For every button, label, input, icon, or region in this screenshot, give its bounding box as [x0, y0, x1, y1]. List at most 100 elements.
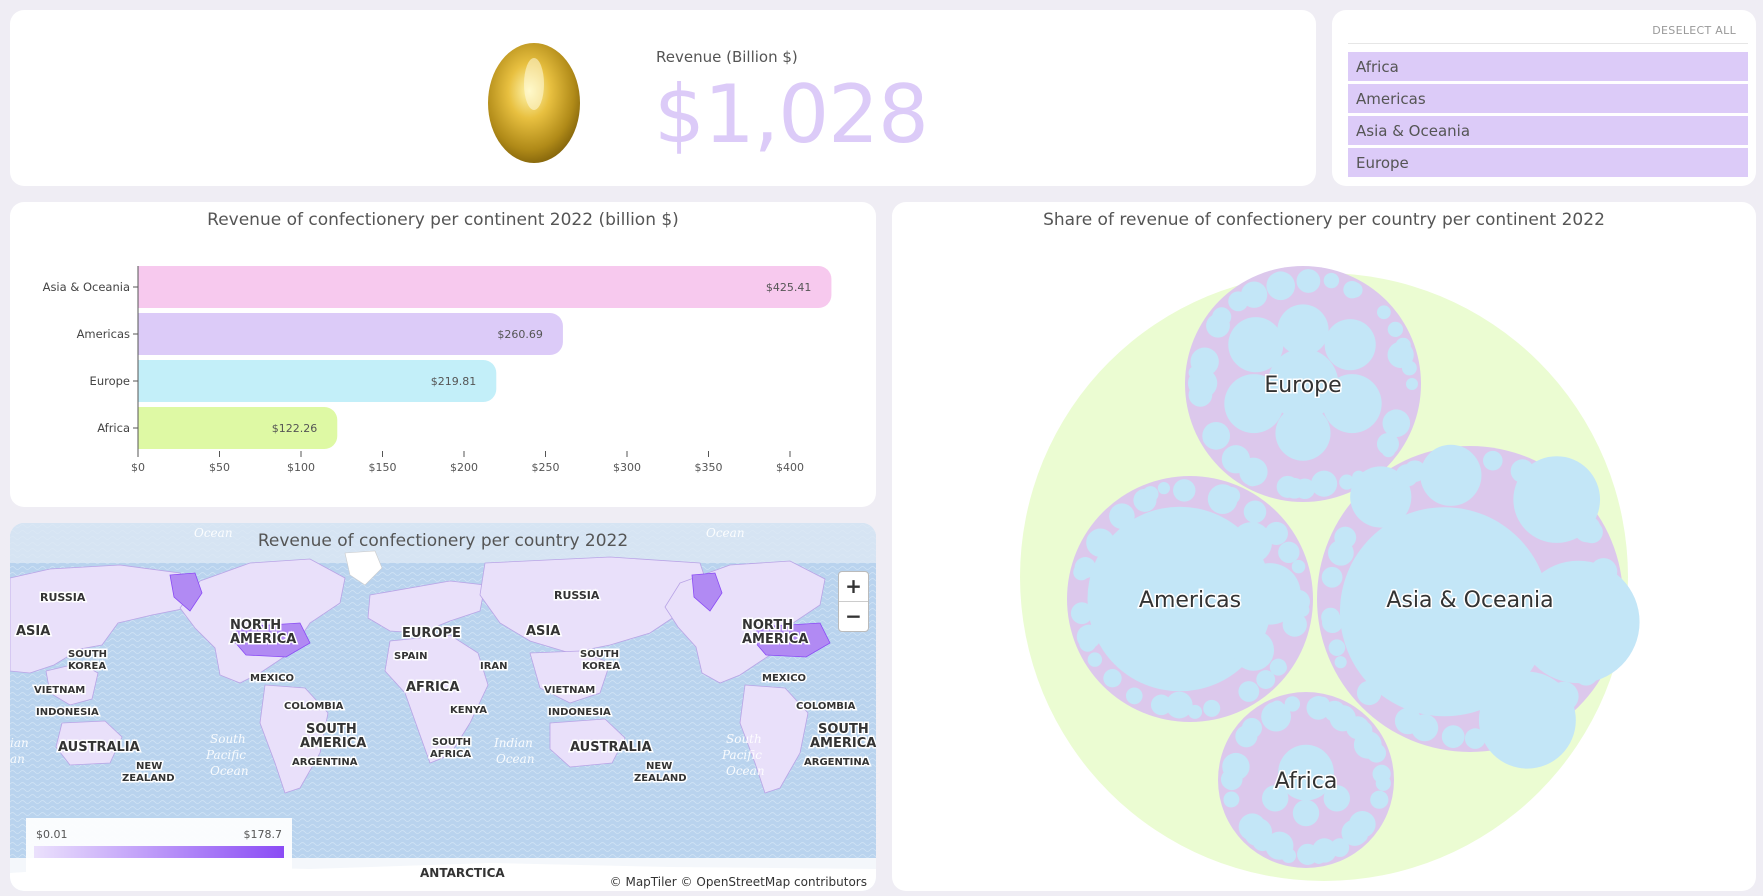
- pack-small-leaf-1-5[interactable]: [1238, 681, 1260, 702]
- filter-item-africa[interactable]: Africa: [1348, 52, 1748, 81]
- pack-small-leaf-2-11[interactable]: [1394, 707, 1422, 735]
- pack-small-leaf-0-17[interactable]: [1188, 368, 1218, 398]
- pack-small-leaf-2-3[interactable]: [1574, 661, 1599, 686]
- bar-1[interactable]: [138, 313, 563, 355]
- pack-small-leaf-3-15[interactable]: [1223, 791, 1240, 808]
- pack-small-leaf-1-9[interactable]: [1150, 694, 1172, 716]
- filter-item-asia-oceania[interactable]: Asia & Oceania: [1348, 116, 1748, 145]
- pack-leaf-circle-1-0[interactable]: [1087, 506, 1273, 692]
- pack-small-leaf-2-33[interactable]: [1590, 582, 1620, 613]
- pack-small-leaf-1-4[interactable]: [1256, 670, 1276, 690]
- pack-small-leaf-1-25[interactable]: [1173, 479, 1196, 502]
- pack-small-leaf-2-5[interactable]: [1549, 706, 1563, 721]
- pack-small-leaf-3-32[interactable]: [1366, 743, 1387, 763]
- pack-small-leaf-2-27[interactable]: [1518, 459, 1532, 474]
- pack-small-leaf-3-21[interactable]: [1241, 718, 1262, 739]
- pack-leaf-circle-0-6[interactable]: [1277, 304, 1329, 356]
- pack-leaf-circle-0-3[interactable]: [1322, 374, 1382, 434]
- pack-small-leaf-3-24[interactable]: [1284, 696, 1301, 712]
- pack-small-leaf-1-28[interactable]: [1243, 500, 1267, 524]
- pack-small-leaf-3-23[interactable]: [1261, 701, 1291, 732]
- pack-small-leaf-0-24[interactable]: [1272, 271, 1289, 289]
- pack-leaf-circle-1-2[interactable]: [1231, 522, 1272, 564]
- pack-small-leaf-0-1[interactable]: [1382, 409, 1411, 437]
- pack-small-leaf-3-13[interactable]: [1238, 813, 1266, 841]
- circle-pack-chart[interactable]: Europe Americas Asia & Oceania Africa: [892, 202, 1756, 891]
- pack-small-leaf-1-1[interactable]: [1282, 612, 1307, 637]
- pack-small-leaf-2-29[interactable]: [1566, 493, 1581, 507]
- zoom-in-button[interactable]: +: [839, 572, 868, 602]
- pack-leaf-circle-3-3[interactable]: [1292, 799, 1320, 827]
- pack-small-leaf-2-4[interactable]: [1549, 681, 1579, 712]
- pack-small-leaf-0-28[interactable]: [1343, 280, 1361, 299]
- pack-small-leaf-3-8[interactable]: [1297, 843, 1319, 865]
- bar-2[interactable]: [138, 360, 497, 402]
- pack-small-leaf-3-4[interactable]: [1353, 827, 1368, 843]
- pack-small-leaf-1-13[interactable]: [1087, 652, 1103, 667]
- map-attribution[interactable]: © MapTiler © OpenStreetMap contributors: [606, 875, 870, 889]
- pack-small-leaf-1-33[interactable]: [1295, 603, 1310, 617]
- pack-small-leaf-2-1[interactable]: [1596, 640, 1612, 656]
- pack-small-leaf-2-25[interactable]: [1483, 450, 1503, 471]
- pack-small-leaf-0-6[interactable]: [1311, 470, 1338, 497]
- pack-small-leaf-0-3[interactable]: [1376, 432, 1399, 455]
- pack-small-leaf-2-7[interactable]: [1493, 723, 1515, 745]
- pack-small-leaf-3-33[interactable]: [1372, 764, 1391, 784]
- pack-small-leaf-2-13[interactable]: [1334, 656, 1347, 669]
- pack-small-leaf-1-27[interactable]: [1207, 484, 1238, 514]
- pack-small-leaf-3-18[interactable]: [1222, 752, 1250, 781]
- pack-small-leaf-2-8[interactable]: [1464, 728, 1486, 749]
- pack-small-leaf-2-24[interactable]: [1453, 449, 1473, 468]
- pack-small-leaf-1-15[interactable]: [1076, 624, 1101, 649]
- pack-small-leaf-2-32[interactable]: [1589, 558, 1618, 586]
- pack-small-leaf-0-11[interactable]: [1244, 470, 1261, 487]
- pack-small-leaf-2-31[interactable]: [1573, 515, 1601, 543]
- pack-small-leaf-1-21[interactable]: [1109, 503, 1135, 529]
- pack-small-leaf-0-26[interactable]: [1323, 272, 1340, 289]
- pack-small-leaf-2-19[interactable]: [1334, 526, 1357, 549]
- pack-small-leaf-2-28[interactable]: [1541, 474, 1561, 494]
- pack-small-leaf-1-31[interactable]: [1278, 541, 1300, 564]
- pack-small-leaf-1-3[interactable]: [1269, 658, 1287, 676]
- pack-leaf-circle-0-2[interactable]: [1224, 374, 1284, 434]
- pack-small-leaf-1-30[interactable]: [1264, 521, 1288, 546]
- pack-small-leaf-0-18[interactable]: [1190, 347, 1219, 376]
- pack-small-leaf-0-9[interactable]: [1276, 475, 1299, 498]
- pack-small-leaf-0-14[interactable]: [1202, 430, 1219, 447]
- pack-small-leaf-0-22[interactable]: [1240, 281, 1268, 308]
- pack-small-leaf-3-1[interactable]: [1370, 790, 1389, 809]
- pack-leaf-circle-2-1[interactable]: [1517, 560, 1640, 684]
- pack-small-leaf-1-32[interactable]: [1291, 559, 1306, 574]
- bar-3[interactable]: [138, 407, 338, 449]
- pack-leaf-circle-1-1[interactable]: [1239, 563, 1301, 625]
- pack-small-leaf-1-20[interactable]: [1086, 528, 1115, 557]
- pack-small-leaf-2-14[interactable]: [1328, 639, 1346, 656]
- pack-small-leaf-0-25[interactable]: [1296, 269, 1321, 293]
- pack-leaf-circle-0-4[interactable]: [1228, 317, 1284, 373]
- pack-small-leaf-0-30[interactable]: [1387, 321, 1404, 338]
- pack-small-leaf-1-23[interactable]: [1133, 488, 1157, 512]
- pack-small-leaf-2-2[interactable]: [1591, 655, 1606, 670]
- pack-small-leaf-2-17[interactable]: [1321, 566, 1343, 588]
- pack-small-leaf-2-12[interactable]: [1356, 680, 1382, 706]
- pack-small-leaf-0-0[interactable]: [1406, 378, 1418, 390]
- pack-small-leaf-1-16[interactable]: [1070, 602, 1093, 625]
- pack-small-leaf-1-8[interactable]: [1165, 691, 1193, 719]
- pack-leaf-circle-3-1[interactable]: [1262, 785, 1289, 812]
- pack-small-leaf-1-11[interactable]: [1126, 688, 1143, 705]
- zoom-out-button[interactable]: −: [845, 604, 862, 628]
- pack-small-leaf-0-12[interactable]: [1221, 445, 1251, 474]
- pack-small-leaf-1-24[interactable]: [1157, 482, 1170, 495]
- filter-item-americas[interactable]: Americas: [1348, 84, 1748, 113]
- pack-small-leaf-2-6[interactable]: [1517, 709, 1544, 736]
- pack-leaf-circle-2-5[interactable]: [1420, 444, 1482, 506]
- bar-0[interactable]: [138, 266, 832, 308]
- pack-small-leaf-1-18[interactable]: [1074, 557, 1096, 579]
- pack-leaf-circle-0-5[interactable]: [1324, 319, 1376, 371]
- pack-small-leaf-1-6[interactable]: [1203, 699, 1221, 717]
- filter-item-europe[interactable]: Europe: [1348, 148, 1748, 177]
- pack-small-leaf-1-12[interactable]: [1103, 669, 1122, 688]
- pack-small-leaf-0-29[interactable]: [1377, 305, 1391, 320]
- pack-leaf-circle-0-0[interactable]: [1267, 348, 1339, 420]
- pack-small-leaf-2-9[interactable]: [1441, 725, 1465, 748]
